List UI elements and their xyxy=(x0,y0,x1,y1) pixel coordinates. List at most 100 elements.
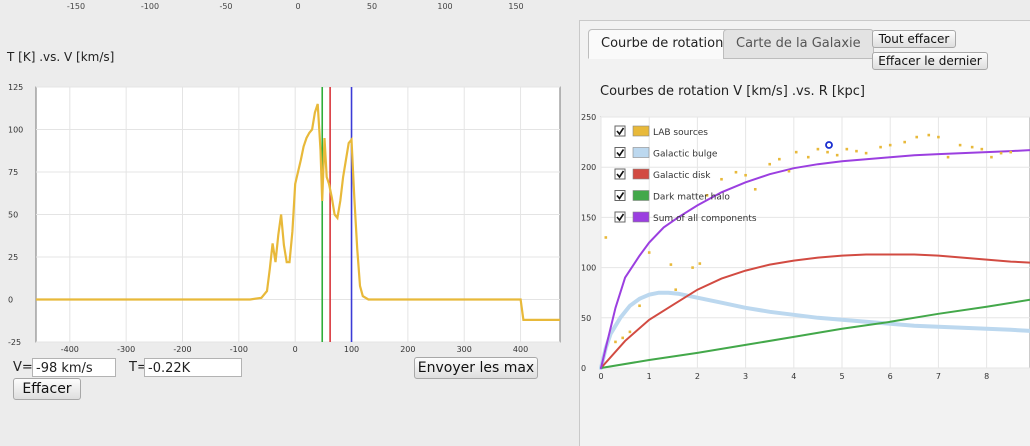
lab-source-point xyxy=(903,140,906,144)
lab-source-point xyxy=(946,155,950,159)
selected-point-marker[interactable] xyxy=(825,141,833,149)
x-tick-label: 2 xyxy=(695,372,700,381)
lab-source-point xyxy=(855,149,858,153)
lab-source-point xyxy=(835,153,839,157)
tab-rotation-curve[interactable]: Courbe de rotation xyxy=(588,29,737,59)
legend-checkbox[interactable] xyxy=(614,211,626,223)
lab-source-point xyxy=(720,177,723,181)
x-tick-label: 1 xyxy=(647,372,652,381)
tab-galaxy-map[interactable]: Carte de la Galaxie xyxy=(723,29,874,59)
series-line-dark-matter-halo xyxy=(600,298,1030,369)
series-line-galactic-bulge xyxy=(599,290,1030,370)
x-tick-label: 0 xyxy=(598,372,603,381)
temperature-curve xyxy=(36,103,560,321)
clear-last-button[interactable]: Effacer le dernier xyxy=(872,52,988,70)
temperature-velocity-chart[interactable]: 125 100 75 50 25 0 -25 -400 -300 -200 -100 0 100 200… xyxy=(0,80,570,355)
y-tick-label: 100 xyxy=(581,264,596,273)
y-tick-label: 250 xyxy=(581,113,596,122)
lab-source-point xyxy=(744,173,747,177)
legend-swatch xyxy=(632,125,650,137)
y-tick-label: 125 xyxy=(8,83,23,92)
legend-swatch xyxy=(632,211,650,223)
check-icon xyxy=(616,127,625,136)
x-tick-label: 200 xyxy=(400,345,415,354)
x-tick-label: 0 xyxy=(293,345,298,354)
lab-source-point xyxy=(999,151,1003,155)
lab-source-point xyxy=(778,157,781,161)
lab-source-point xyxy=(628,330,632,334)
x-tick-label: 3 xyxy=(743,372,748,381)
check-icon xyxy=(616,170,625,179)
top-tick-label: -100 xyxy=(141,2,159,11)
y-tick-label: 200 xyxy=(581,163,596,172)
legend-checkbox[interactable] xyxy=(614,190,626,201)
top-tick-label: -150 xyxy=(67,2,85,11)
x-tick-label: 300 xyxy=(457,345,472,354)
x-tick-label: 7 xyxy=(936,372,941,381)
lab-source-point xyxy=(787,169,791,173)
left-chart-title: T [K] .vs. V [km/s] xyxy=(7,50,115,64)
series-line-galactic-disk xyxy=(600,253,1030,369)
lab-source-point xyxy=(958,143,962,147)
legend-swatch xyxy=(632,168,650,180)
top-axis-ticks: -150 -100 -50 0 50 100 150 xyxy=(67,2,524,11)
lab-source-point xyxy=(879,145,882,149)
legend-label: Sum of all components xyxy=(653,214,757,224)
top-tick-label: -50 xyxy=(219,2,232,11)
y-tick-label: -25 xyxy=(8,338,21,347)
lab-source-point xyxy=(768,162,772,166)
rotation-chart-title: Courbes de rotation V [km/s] .vs. R [kpc… xyxy=(600,84,866,99)
lab-source-point xyxy=(845,147,849,151)
lab-source-point xyxy=(915,135,919,139)
lab-source-point xyxy=(604,236,608,239)
lab-source-point xyxy=(864,151,868,155)
y-tick-label: 0 xyxy=(8,296,13,305)
lab-source-point xyxy=(990,155,993,159)
lab-source-point xyxy=(980,147,984,151)
top-tick-label: 0 xyxy=(295,2,300,11)
lab-source-point xyxy=(806,155,810,159)
temperature-field[interactable]: -0.22K xyxy=(144,358,242,377)
chart-legend: LAB sources Galactic bulge Galactic disk Da… xyxy=(614,125,757,224)
x-tick-label: -100 xyxy=(230,345,248,354)
top-tick-label: 50 xyxy=(367,2,377,11)
x-tick-label: -300 xyxy=(117,345,135,354)
x-tick-label: -400 xyxy=(61,345,79,354)
y-tick-label: 50 xyxy=(8,211,18,220)
lab-source-point xyxy=(705,194,709,197)
send-max-button[interactable]: Envoyer les max xyxy=(414,357,538,379)
x-tick-label: 4 xyxy=(791,372,796,381)
y-tick-label: 150 xyxy=(581,213,596,222)
clear-all-button[interactable]: Tout effacer xyxy=(872,30,956,48)
x-tick-label: 8 xyxy=(984,372,989,381)
lab-source-point xyxy=(927,133,931,137)
legend-label: LAB sources xyxy=(653,128,708,138)
legend-label: Dark matter halo xyxy=(653,193,730,203)
y-tick-label: 0 xyxy=(581,364,586,373)
lab-source-point xyxy=(734,170,738,174)
y-tick-label: 50 xyxy=(581,314,591,323)
lab-source-point xyxy=(826,150,829,154)
legend-label: Galactic disk xyxy=(653,171,711,181)
lab-source-point xyxy=(638,304,641,308)
top-tick-label: 150 xyxy=(508,2,523,11)
lab-source-point xyxy=(621,336,624,340)
series-line-sum-of-all-components xyxy=(600,149,1030,369)
velocity-field[interactable]: -98 km/s xyxy=(32,358,116,377)
y-tick-label: 75 xyxy=(8,168,18,177)
lab-source-point xyxy=(698,262,702,265)
x-tick-label: 100 xyxy=(344,345,359,354)
clear-button[interactable]: Effacer xyxy=(13,378,81,400)
y-tick-label: 25 xyxy=(8,253,18,262)
lab-source-point xyxy=(753,187,757,191)
rotation-curve-chart[interactable]: 250 200 150 100 50 0 0 1 2 3 4 5 6 7 8 LAB sources Gal… xyxy=(580,112,1030,387)
lab-source-point xyxy=(937,135,940,139)
check-icon xyxy=(616,149,625,157)
v-label: V= xyxy=(13,360,33,375)
legend-checkbox[interactable] xyxy=(614,147,626,158)
legend-checkbox[interactable] xyxy=(614,168,626,180)
lab-source-point xyxy=(816,147,820,151)
lab-source-point xyxy=(669,263,673,266)
legend-checkbox[interactable] xyxy=(614,125,626,137)
lab-source-point xyxy=(1009,150,1013,154)
